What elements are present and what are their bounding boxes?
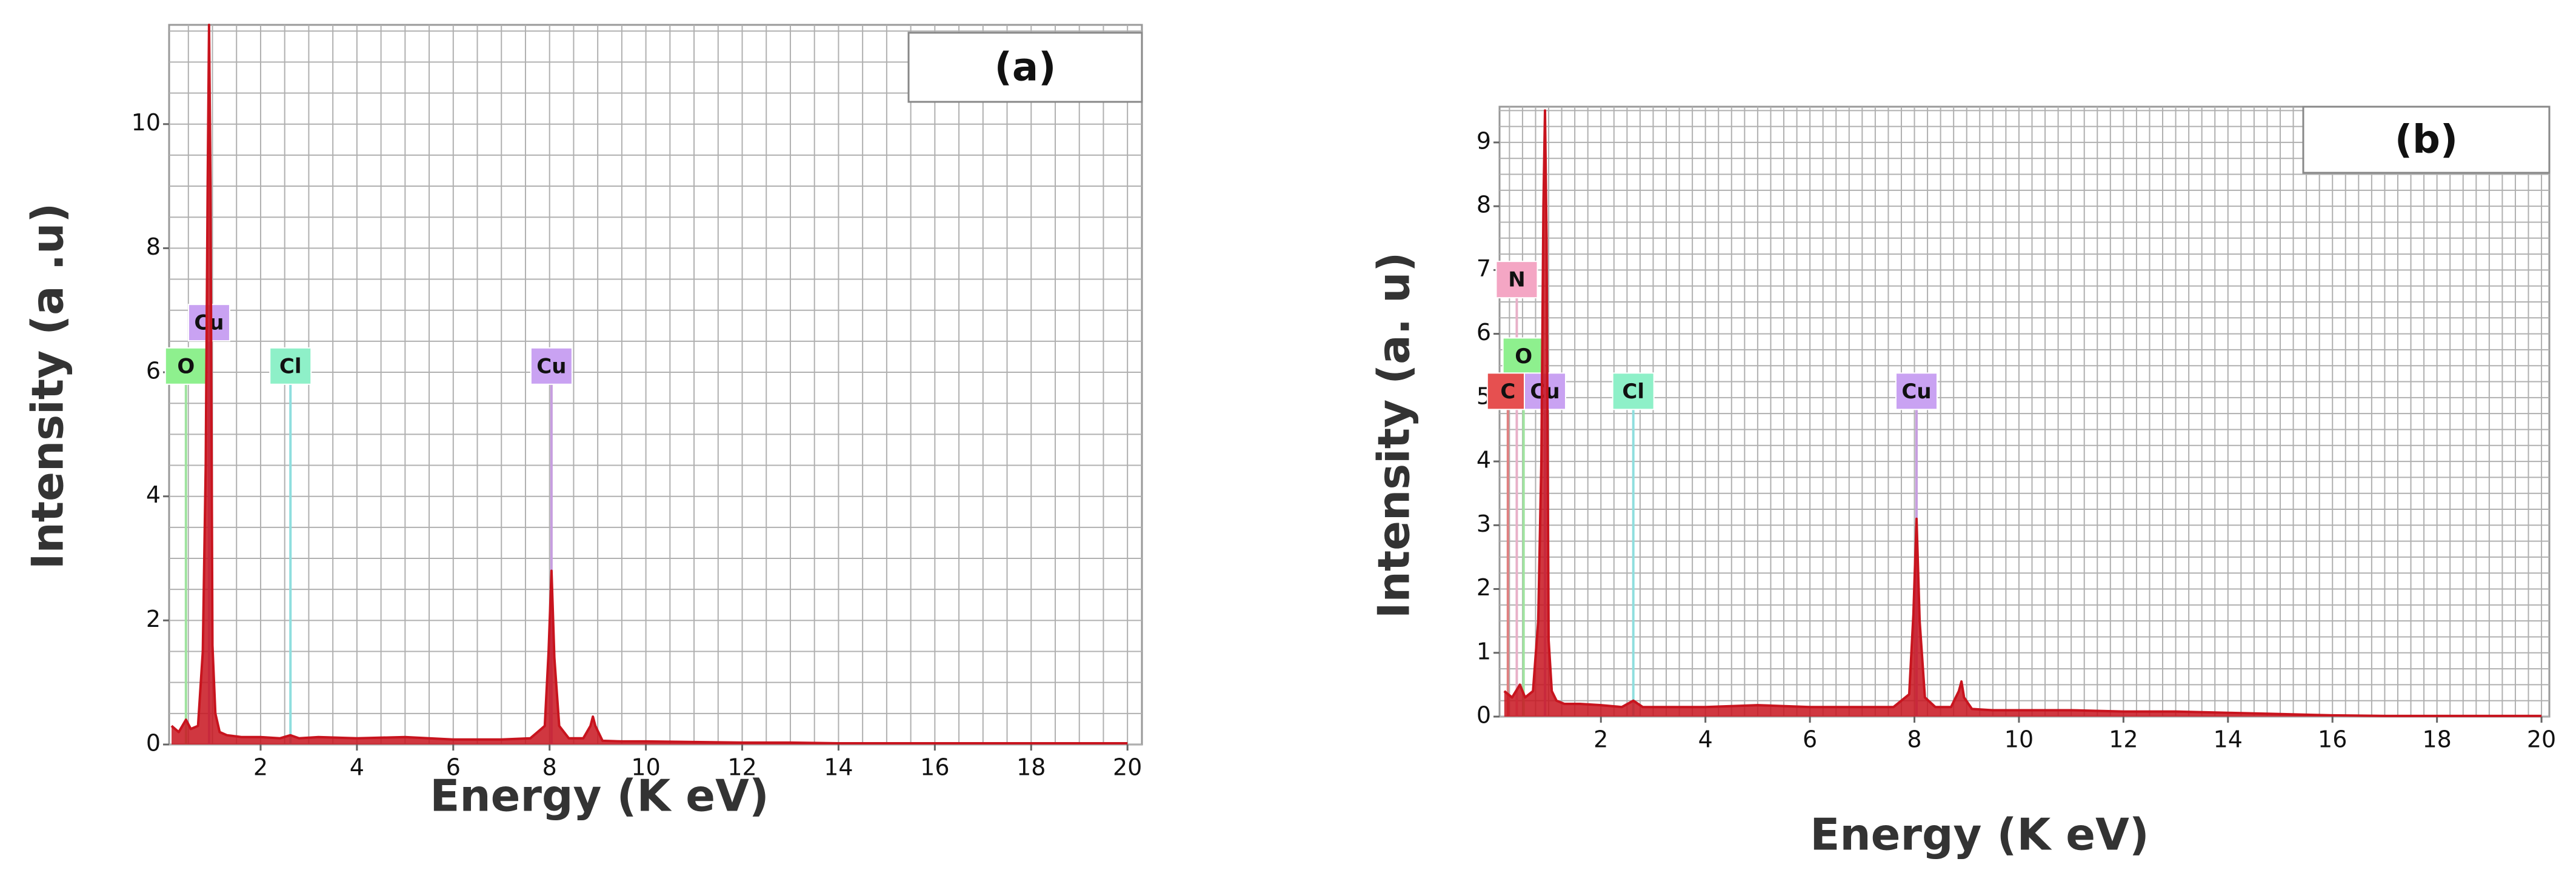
spectrum-line [1503,109,2542,717]
chart-title: (b) [2395,118,2458,162]
peak-label-box [164,347,207,385]
y-axis-label: Intensity (a .u) [22,203,73,570]
title-box [2302,105,2551,174]
y-tick-label: 6 [146,358,161,384]
x-tick-label: 18 [2422,726,2451,753]
peak-label: Cu [536,354,566,378]
x-tick-label: 14 [2214,726,2243,753]
y-tick-label: 2 [1477,574,1491,601]
peak-label-box [1895,372,1938,410]
x-tick-label: 2 [1593,726,1608,753]
x-tick-label: 6 [446,754,461,781]
x-tick-label: 2 [253,754,268,781]
x-axis-label: Energy (K eV) [1810,809,2149,860]
y-tick-label: 9 [1477,127,1491,154]
x-tick-label: 10 [631,754,660,781]
peak-label-box [530,347,573,385]
y-axis-label: Intensity (a. u) [1369,252,1420,619]
x-tick-label: 8 [542,754,557,781]
x-tick-label: 4 [350,754,364,781]
title-box [907,32,1143,103]
plot-area [168,24,1143,746]
x-tick-label: 20 [2527,726,2556,753]
y-tick-label: 8 [146,233,161,260]
peak-label: O [1515,344,1532,369]
y-tick-label: 4 [146,481,161,508]
peak-label-box [1486,372,1529,410]
x-tick-label: 18 [1016,754,1046,781]
y-tick-label: 7 [1477,255,1491,282]
y-tick-label: 3 [1477,510,1491,537]
x-tick-label: 12 [2109,726,2138,753]
peak-label: C [1500,380,1515,404]
y-tick-label: 1 [1477,638,1491,664]
x-tick-label: 14 [824,754,853,781]
spectrum-line [170,24,1128,744]
peak-label-box [1495,261,1538,299]
plot-area [1498,105,2551,718]
x-tick-label: 20 [1113,754,1142,781]
x-tick-label: 6 [1803,726,1817,753]
y-tick-label: 10 [132,109,161,136]
x-tick-label: 8 [1907,726,1921,753]
x-tick-label: 12 [727,754,756,781]
peak-label-box [269,347,312,385]
x-axis-label: Energy (K eV) [430,771,769,821]
peak-label: Cu [1901,380,1931,404]
peak-label: Cl [279,354,302,378]
peak-label-box [1612,372,1655,410]
y-tick-label: 4 [1477,447,1491,473]
peak-label: O [177,354,195,378]
y-tick-label: 0 [1477,702,1491,729]
x-tick-label: 16 [2318,726,2347,753]
peak-label: N [1508,268,1525,292]
peak-label: Cl [1622,380,1644,404]
x-tick-label: 4 [1698,726,1713,753]
y-tick-label: 2 [146,606,161,632]
y-tick-label: 0 [146,730,161,757]
x-tick-label: 16 [920,754,949,781]
x-tick-label: 10 [2004,726,2034,753]
y-tick-label: 6 [1477,319,1491,346]
chart-title: (a) [995,45,1056,90]
y-tick-label: 8 [1477,192,1491,218]
